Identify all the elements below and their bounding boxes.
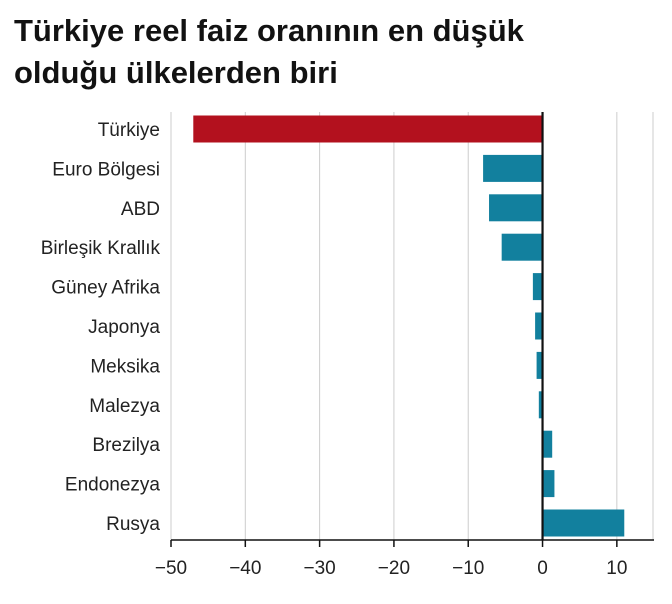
chart-title-line-2: olduğu ülkelerden biri bbox=[14, 55, 338, 90]
x-tick-label: −20 bbox=[378, 558, 410, 579]
x-tick-label: −50 bbox=[155, 558, 187, 579]
bar bbox=[536, 351, 543, 379]
category-label: Rusya bbox=[106, 514, 160, 535]
x-tick-label: −30 bbox=[303, 558, 335, 579]
bar bbox=[542, 430, 553, 458]
bar bbox=[538, 391, 543, 419]
chart-title: Türkiye reel faiz oranının en düşük oldu… bbox=[14, 10, 654, 94]
category-label: Meksika bbox=[90, 356, 160, 377]
category-label: ABD bbox=[121, 199, 160, 220]
x-axis-ticks: −50 −40 −30 −20 −10 0 10 bbox=[155, 539, 654, 579]
category-label: Birleşik Krallık bbox=[41, 238, 161, 259]
bar bbox=[483, 154, 543, 182]
gridlines bbox=[170, 112, 654, 540]
x-tick-label: 0 bbox=[537, 558, 548, 579]
category-label: Güney Afrika bbox=[51, 278, 160, 299]
category-label: Endonezya bbox=[65, 475, 161, 496]
category-label: Euro Bölgesi bbox=[52, 159, 160, 180]
x-tick-label: 10 bbox=[606, 558, 627, 579]
category-label: Japonya bbox=[88, 317, 160, 338]
category-label: Malezya bbox=[89, 396, 160, 417]
chart-title-line-1: Türkiye reel faiz oranının en düşük bbox=[14, 13, 524, 48]
category-label: Türkiye bbox=[98, 120, 160, 141]
category-labels: Türkiye Euro Bölgesi ABD Birleşik Krallık Gü… bbox=[41, 120, 161, 535]
bar bbox=[535, 312, 543, 340]
x-tick-label: −40 bbox=[229, 558, 261, 579]
x-tick-label: −10 bbox=[452, 558, 484, 579]
bars bbox=[193, 112, 625, 540]
bar bbox=[542, 509, 625, 537]
bar bbox=[501, 233, 543, 261]
category-label: Brezilya bbox=[92, 435, 160, 456]
bar bbox=[542, 470, 555, 498]
bar bbox=[489, 194, 543, 222]
bar bbox=[193, 115, 543, 143]
bar bbox=[532, 273, 543, 301]
